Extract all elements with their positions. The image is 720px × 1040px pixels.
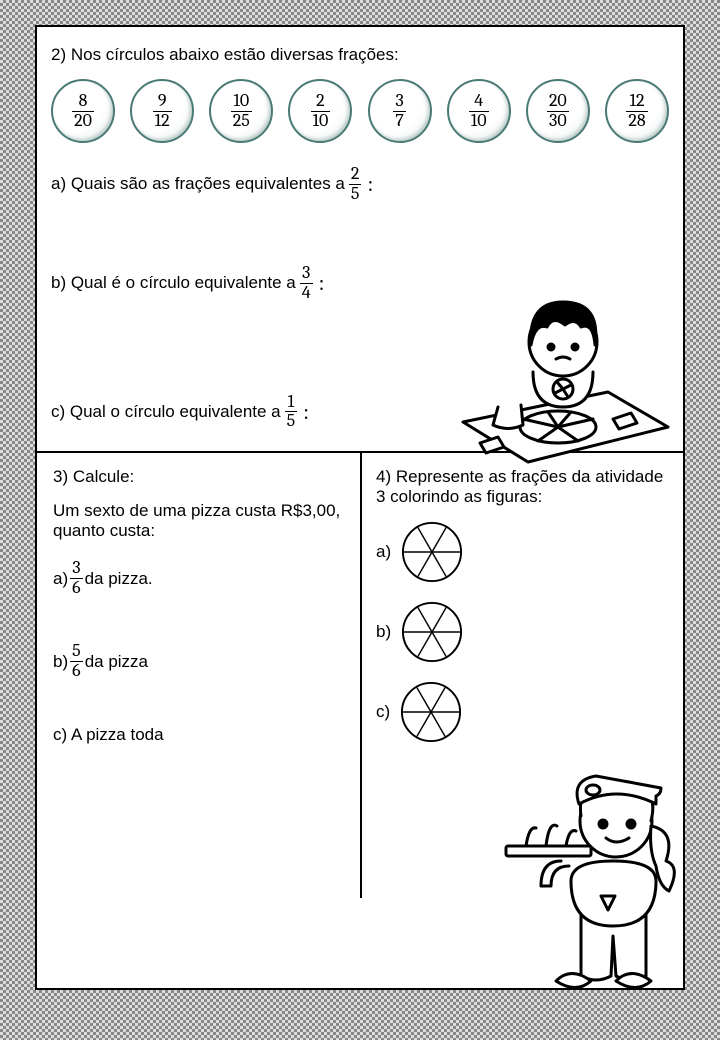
q3-intro: Um sexto de uma pizza custa R$3,00, quan… xyxy=(53,501,348,541)
fraction-circle: 912 xyxy=(130,79,194,143)
q4b: b) xyxy=(376,601,667,663)
pie-icon xyxy=(401,601,463,663)
fraction-circle: 820 xyxy=(51,79,115,143)
q4c: c) xyxy=(376,681,667,743)
q3-column: 3) Calcule: Um sexto de uma pizza custa … xyxy=(51,453,360,898)
pie-icon xyxy=(400,681,462,743)
q3a: a) 36 da pizza. xyxy=(53,559,348,598)
fraction-circles-row: 820 912 1025 210 37 410 2030 1228 xyxy=(51,79,669,143)
pie-icon xyxy=(401,521,463,583)
colon: : xyxy=(367,171,373,197)
girl-pizza-illustration xyxy=(501,766,691,996)
fraction-circle: 1025 xyxy=(209,79,273,143)
fraction-circle: 410 xyxy=(447,79,511,143)
q2-title: 2) Nos círculos abaixo estão diversas fr… xyxy=(51,45,669,65)
boy-pizza-illustration xyxy=(453,277,673,477)
worksheet-page: 2) Nos círculos abaixo estão diversas fr… xyxy=(35,25,685,990)
colon: : xyxy=(319,270,325,296)
q2a: a) Quais são as frações equivalentes a 2… xyxy=(51,165,669,204)
q4a: a) xyxy=(376,521,667,583)
q3-title: 3) Calcule: xyxy=(53,467,348,487)
fraction-circle: 2030 xyxy=(526,79,590,143)
q3b: b) 56 da pizza xyxy=(53,642,348,681)
q3c: c) A pizza toda xyxy=(53,725,348,745)
colon: : xyxy=(303,399,309,425)
fraction-circle: 1228 xyxy=(605,79,669,143)
fraction-circle: 210 xyxy=(288,79,352,143)
fraction-circle: 37 xyxy=(368,79,432,143)
